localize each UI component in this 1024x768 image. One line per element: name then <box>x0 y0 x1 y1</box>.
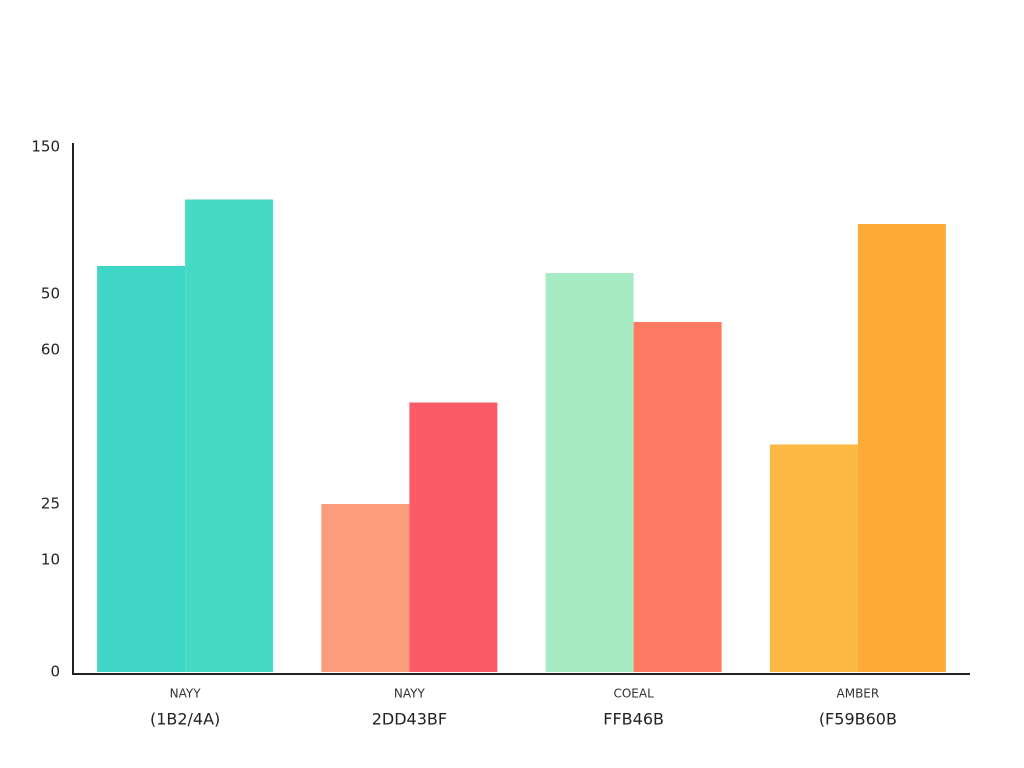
bar <box>185 199 274 672</box>
y-tick-label: 150 <box>31 138 60 156</box>
bar <box>321 504 410 672</box>
y-tick-label: 50 <box>41 285 60 303</box>
x-tick-label: NAYY <box>394 687 426 701</box>
bar <box>545 273 634 672</box>
bar <box>97 266 186 672</box>
x-tick-label: NAYY <box>170 687 202 701</box>
y-tick-label: 25 <box>41 495 60 513</box>
x-tick-sublabel: FFB46B <box>603 710 664 729</box>
bar <box>409 402 498 672</box>
y-tick-label: 60 <box>41 341 60 359</box>
x-tick-label: AMBER <box>837 687 880 701</box>
x-tick-sublabel: (1B2/4A) <box>150 710 220 729</box>
y-tick-label: 0 <box>50 663 60 681</box>
bar <box>857 224 946 672</box>
y-tick-label: 10 <box>41 551 60 569</box>
bar <box>633 322 722 672</box>
bar <box>769 444 858 672</box>
x-tick-sublabel: 2DD43BF <box>372 710 447 729</box>
x-tick-label: COEAL <box>613 687 654 701</box>
x-tick-sublabel: (F59B60B <box>819 710 897 729</box>
